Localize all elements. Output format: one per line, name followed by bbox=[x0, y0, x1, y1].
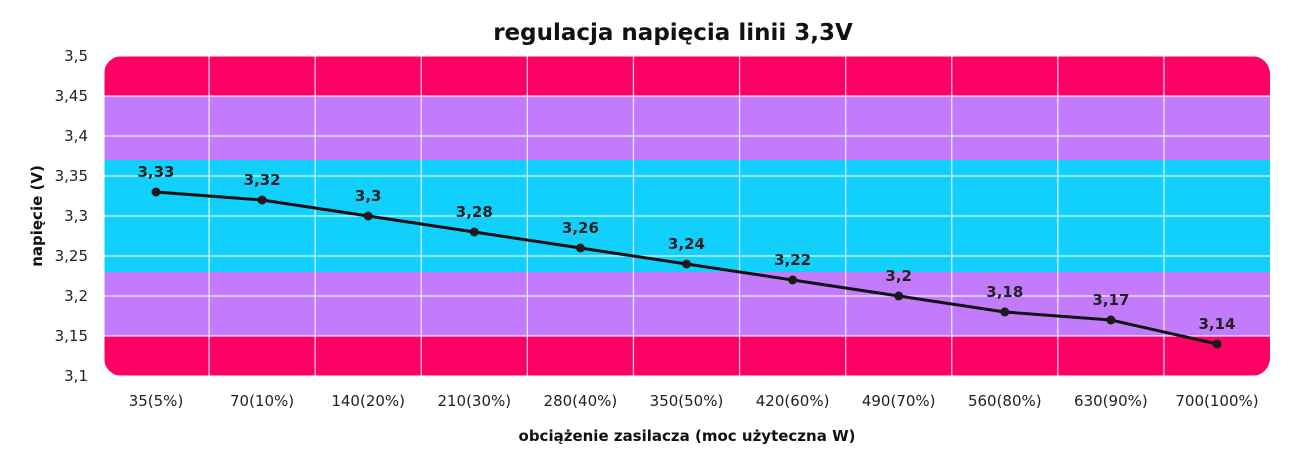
data-label: 3,32 bbox=[244, 171, 281, 189]
y-tick-label: 3,1 bbox=[64, 367, 88, 385]
x-axis-ticks: 35(5%) 70(10%) 140(20%) 210(30%) 280(40%) 350… bbox=[129, 392, 1259, 410]
y-axis-label: napięcie (V) bbox=[28, 165, 46, 267]
x-tick-label: 630(90%) bbox=[1074, 392, 1148, 410]
y-tick-label: 3,4 bbox=[64, 127, 88, 145]
band-1 bbox=[104, 96, 1270, 160]
x-tick-label: 140(20%) bbox=[331, 392, 405, 410]
x-tick-label: 280(40%) bbox=[544, 392, 618, 410]
data-label: 3,24 bbox=[668, 235, 705, 253]
y-tick-label: 3,35 bbox=[55, 167, 88, 185]
x-tick-label: 700(100%) bbox=[1175, 392, 1258, 410]
data-label: 3,18 bbox=[986, 283, 1023, 301]
x-tick-label: 490(70%) bbox=[862, 392, 936, 410]
data-point bbox=[1212, 339, 1222, 349]
data-point bbox=[788, 275, 798, 285]
band-3 bbox=[104, 272, 1270, 336]
band-0 bbox=[104, 56, 1270, 96]
x-tick-label: 350(50%) bbox=[650, 392, 724, 410]
chart-title: regulacja napięcia linii 3,3V bbox=[493, 20, 853, 46]
data-point bbox=[469, 227, 479, 237]
x-tick-label: 210(30%) bbox=[437, 392, 511, 410]
x-axis-label: obciążenie zasilacza (moc użyteczna W) bbox=[519, 427, 856, 445]
gridlines bbox=[103, 55, 1270, 377]
data-label: 3,3 bbox=[355, 187, 382, 205]
data-label: 3,17 bbox=[1092, 291, 1129, 309]
data-label: 3,28 bbox=[456, 203, 493, 221]
x-tick-label: 420(60%) bbox=[756, 392, 830, 410]
data-point bbox=[257, 195, 267, 205]
band-4 bbox=[104, 336, 1270, 376]
data-point bbox=[682, 259, 691, 269]
data-point bbox=[151, 187, 161, 197]
data-point bbox=[1106, 315, 1116, 325]
x-tick-label: 35(5%) bbox=[129, 392, 184, 410]
data-label: 3,2 bbox=[885, 267, 912, 285]
data-point bbox=[575, 243, 585, 253]
y-tick-label: 3,15 bbox=[55, 327, 88, 345]
data-point bbox=[363, 211, 373, 221]
y-tick-label: 3,25 bbox=[55, 247, 88, 265]
data-point bbox=[894, 291, 904, 301]
data-label: 3,26 bbox=[562, 219, 599, 237]
x-tick-label: 70(10%) bbox=[230, 392, 294, 410]
y-tick-label: 3,2 bbox=[64, 287, 88, 305]
y-axis-ticks: 3,5 3,45 3,4 3,35 3,3 3,25 3,2 3,15 3,1 bbox=[55, 47, 88, 385]
y-tick-label: 3,5 bbox=[64, 47, 88, 65]
x-tick-label: 560(80%) bbox=[968, 392, 1042, 410]
data-label: 3,33 bbox=[137, 163, 174, 181]
y-tick-label: 3,3 bbox=[64, 207, 88, 225]
data-point bbox=[1000, 307, 1010, 317]
series-line-group bbox=[151, 187, 1222, 349]
data-label: 3,14 bbox=[1198, 315, 1235, 333]
data-label: 3,22 bbox=[774, 251, 811, 269]
data-labels: 3,33 3,32 3,3 3,28 3,26 3,24 3,22 3,2 3,18 3,17 3,… bbox=[137, 163, 1235, 333]
y-tick-label: 3,45 bbox=[55, 87, 88, 105]
